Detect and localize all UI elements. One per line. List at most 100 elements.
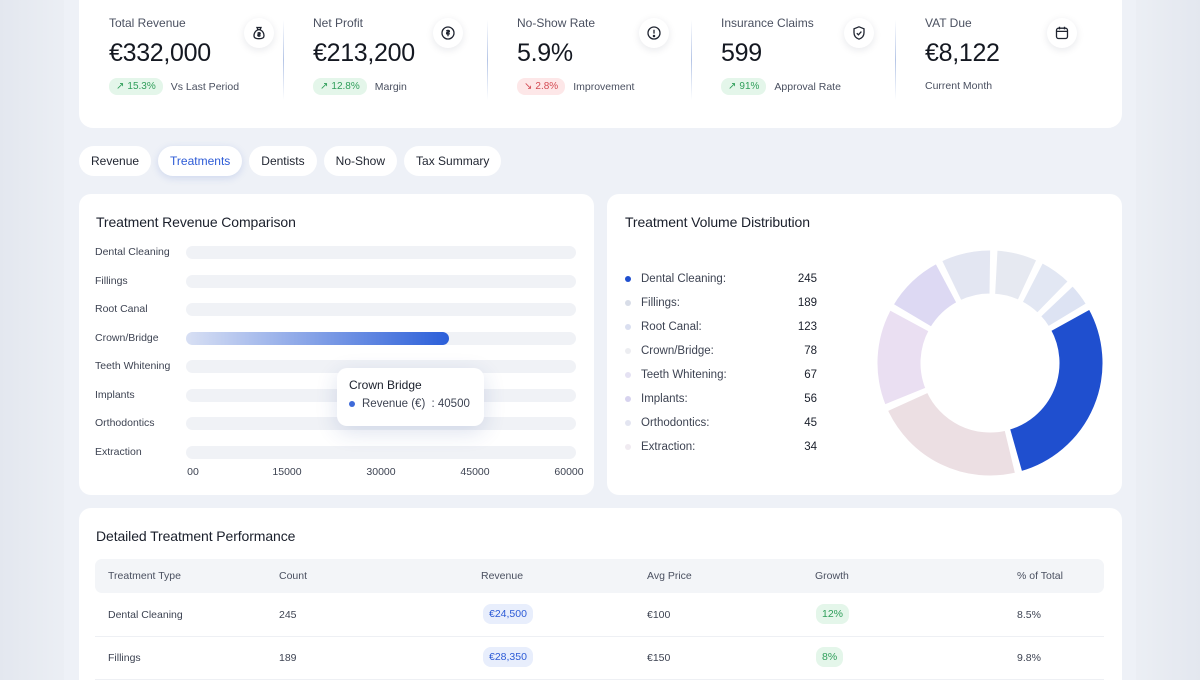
bar-category-label: Dental Cleaning — [95, 246, 170, 258]
column-header[interactable]: Avg Price — [647, 570, 692, 582]
kpi-value: €332,000 — [109, 39, 211, 67]
cell-count: 245 — [279, 609, 297, 621]
bar-track — [186, 303, 576, 316]
bar-category-label: Implants — [95, 388, 135, 401]
bar[interactable] — [186, 331, 450, 345]
kpi-net-profit: Net Profit €213,200 ↗ 12.8% Margin — [283, 0, 487, 128]
bar-track — [186, 331, 576, 345]
tab-tax-summary[interactable]: Tax Summary — [404, 146, 502, 176]
bar-category-label: Root Canal — [95, 303, 148, 315]
bar-row[interactable]: Root Canal — [95, 302, 576, 316]
kpi-note: Margin — [374, 80, 407, 93]
table-row[interactable]: Fillings 189 €28,350 €150 8% 9.8% — [95, 637, 1104, 680]
trend-value: 12.8% — [331, 81, 360, 92]
tooltip-line: Revenue (€) : 40500 — [349, 398, 472, 410]
legend-item[interactable]: Orthodontics: 45 — [625, 417, 817, 429]
donut-slice[interactable] — [1006, 306, 1106, 475]
kpi-value: €8,122 — [925, 39, 1000, 67]
alert-circle-icon[interactable] — [639, 18, 669, 48]
trend-value: 2.8% — [535, 81, 559, 92]
table-header: Treatment Type Count Revenue Avg Price G… — [95, 559, 1104, 593]
trend-up-icon: ↗ — [116, 81, 125, 92]
tab-no-show[interactable]: No-Show — [323, 146, 398, 176]
donut-slice[interactable] — [938, 247, 994, 304]
legend-item[interactable]: Crown/Bridge: 78 — [625, 345, 817, 357]
donut-slice[interactable] — [1019, 260, 1072, 316]
legend-item[interactable]: Root Canal: 123 — [625, 321, 817, 333]
treatment-revenue-panel: Treatment Revenue Comparison Dental Clea… — [79, 194, 594, 495]
legend-label: Implants: — [641, 393, 688, 405]
legend-dot — [625, 444, 631, 450]
series-dot — [349, 401, 355, 407]
legend-value: 245 — [797, 273, 817, 285]
bar-row[interactable]: Extraction — [95, 445, 576, 459]
donut-slice[interactable] — [874, 307, 932, 408]
bar-row[interactable]: Dental Cleaning — [95, 245, 576, 259]
legend-dot — [625, 396, 631, 402]
kpi-note: Vs Last Period — [170, 80, 240, 93]
shield-check-icon[interactable] — [844, 18, 874, 48]
legend-item[interactable]: Dental Cleaning: 245 — [625, 273, 817, 285]
calendar-icon[interactable] — [1047, 18, 1077, 48]
cell-revenue: €28,350 — [483, 647, 533, 667]
panel-title: Treatment Volume Distribution — [625, 214, 810, 230]
tooltip-series: Revenue (€) — [362, 398, 426, 410]
table-row[interactable]: Dental Cleaning 245 €24,500 €100 12% 8.5… — [95, 594, 1104, 637]
trend-up-icon: ↗ — [320, 81, 329, 92]
tab-dentists[interactable]: Dentists — [249, 146, 317, 176]
kpi-value: €213,200 — [313, 39, 415, 67]
bar-row[interactable]: Teeth Whitening — [95, 359, 576, 373]
legend-dot — [625, 276, 631, 282]
bar-row[interactable]: Fillings — [95, 274, 576, 288]
column-header[interactable]: % of Total — [1017, 570, 1063, 582]
column-header[interactable]: Count — [279, 570, 308, 582]
donut-slice[interactable] — [884, 389, 1019, 479]
legend-label: Orthodontics: — [641, 417, 710, 429]
donut-slice[interactable] — [992, 247, 1040, 303]
column-header[interactable]: Revenue — [481, 570, 524, 582]
money-bag-icon[interactable] — [244, 18, 274, 48]
cell-growth: 12% — [816, 604, 850, 624]
bar-category-label: Teeth Whitening — [95, 360, 171, 372]
coin-icon[interactable] — [433, 18, 463, 48]
kpi-vat-due: VAT Due €8,122 Current Month — [895, 0, 1099, 128]
column-header[interactable]: Growth — [815, 570, 849, 582]
legend-value: 45 — [804, 417, 817, 429]
tooltip-sep: : — [428, 398, 438, 410]
cell-percent-total: 8.5% — [1017, 609, 1041, 621]
donut-slice[interactable] — [1037, 282, 1090, 330]
trend-down-icon: ↘ — [524, 81, 533, 92]
bar-row[interactable]: Implants — [95, 388, 576, 402]
kpi-insurance-claims: Insurance Claims 599 ↗ 91% Approval Rate — [691, 0, 895, 128]
tab-revenue[interactable]: Revenue — [79, 146, 152, 176]
legend-item[interactable]: Implants: 56 — [625, 393, 817, 405]
cell-treatment-type: Dental Cleaning — [108, 609, 183, 621]
legend-label: Crown/Bridge: — [641, 345, 714, 357]
legend-item[interactable]: Extraction: 34 — [625, 441, 817, 453]
volume-donut-chart — [874, 247, 1106, 479]
legend-dot — [625, 324, 631, 330]
cell-treatment-type: Fillings — [108, 652, 141, 664]
bar-row[interactable]: Orthodontics — [95, 416, 576, 430]
kpi-note: Approval Rate — [774, 80, 841, 93]
legend-value: 67 — [804, 369, 817, 381]
bar-track — [186, 274, 576, 288]
kpi-note: Improvement — [573, 80, 635, 93]
kpi-title: VAT Due — [925, 16, 972, 30]
x-tick-label: 15000 — [272, 466, 302, 478]
bar-category-label: Orthodontics — [95, 417, 155, 429]
tab-treatments[interactable]: Treatments — [158, 146, 243, 176]
trend-up-badge: ↗ 91% — [721, 78, 767, 95]
column-header[interactable]: Treatment Type — [108, 570, 181, 582]
trend-up-badge: ↗ 15.3% — [109, 78, 163, 95]
legend-label: Root Canal: — [641, 321, 702, 333]
legend-item[interactable]: Teeth Whitening: 67 — [625, 369, 817, 381]
legend-item[interactable]: Fillings: 189 — [625, 297, 817, 309]
legend-value: 78 — [804, 345, 817, 357]
donut-slice[interactable] — [890, 260, 960, 330]
cell-avg-price: €100 — [647, 609, 671, 621]
kpi-title: Net Profit — [313, 16, 364, 30]
bar-row[interactable]: Crown/Bridge — [95, 331, 576, 345]
x-tick-label: 45000 — [460, 466, 490, 478]
legend-label: Fillings: — [641, 297, 680, 309]
